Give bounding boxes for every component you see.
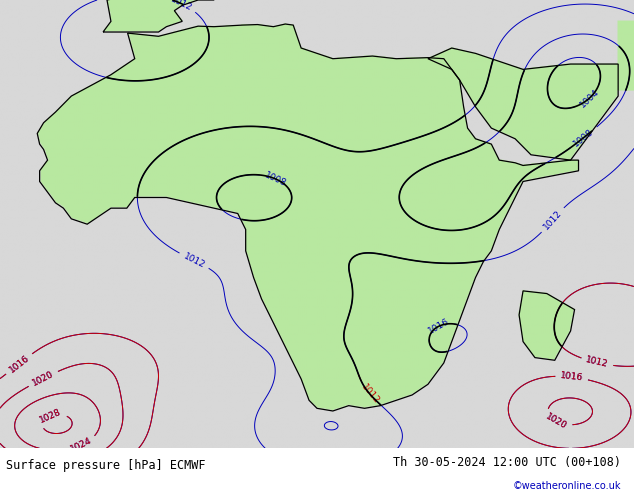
Text: 1020: 1020 (31, 369, 55, 388)
Text: 1004: 1004 (578, 87, 601, 109)
Text: 1012: 1012 (541, 208, 564, 231)
Text: 1012: 1012 (585, 356, 609, 369)
Text: 1016: 1016 (560, 371, 584, 383)
Text: ©weatheronline.co.uk: ©weatheronline.co.uk (513, 481, 621, 490)
Text: 1024: 1024 (69, 436, 94, 454)
Text: 1024: 1024 (69, 436, 94, 454)
Text: 1016: 1016 (7, 353, 31, 374)
Text: 1012: 1012 (585, 356, 609, 369)
Text: 1028: 1028 (39, 407, 63, 425)
Text: 1012: 1012 (182, 251, 206, 270)
Text: 1016: 1016 (426, 317, 451, 336)
Text: 1016: 1016 (560, 371, 584, 383)
Text: 1020: 1020 (545, 412, 569, 431)
Text: 1012: 1012 (169, 0, 193, 13)
Text: 1008: 1008 (572, 127, 596, 148)
Text: 1016: 1016 (7, 353, 31, 374)
Text: 1020: 1020 (31, 369, 55, 388)
Text: 1020: 1020 (545, 412, 569, 431)
Text: 1008: 1008 (263, 170, 288, 188)
Text: 1012: 1012 (359, 383, 381, 406)
Text: Th 30-05-2024 12:00 UTC (00+108): Th 30-05-2024 12:00 UTC (00+108) (393, 456, 621, 469)
Text: 1028: 1028 (39, 407, 63, 425)
Text: Surface pressure [hPa] ECMWF: Surface pressure [hPa] ECMWF (6, 459, 206, 471)
